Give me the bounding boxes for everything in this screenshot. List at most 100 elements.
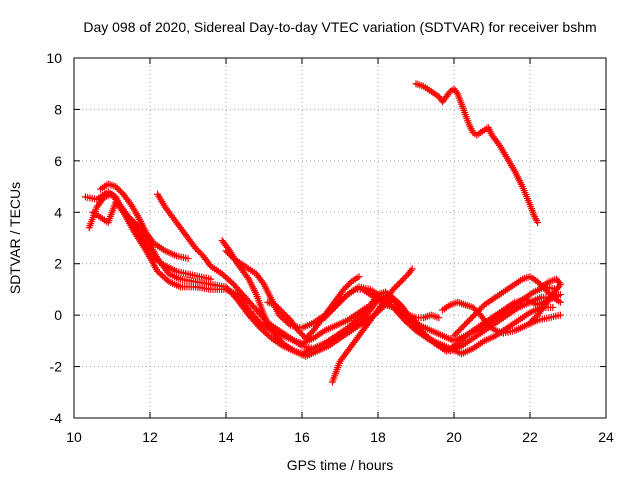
data-point — [327, 308, 335, 316]
axis-ticks — [73, 57, 607, 419]
series-sat-k — [412, 80, 542, 227]
series-sat-l — [439, 298, 564, 337]
chart-title: Day 098 of 2020, Sidereal Day-to-day VTE… — [83, 19, 596, 35]
series-sat-n — [526, 275, 564, 327]
y-tick-label: 6 — [54, 153, 62, 169]
data-point — [467, 315, 475, 323]
data-point — [225, 276, 233, 284]
data-point — [464, 331, 472, 339]
data-point — [537, 283, 545, 291]
data-point — [275, 311, 283, 319]
data-point — [273, 302, 281, 310]
data-point — [397, 278, 405, 286]
data-point — [394, 281, 402, 289]
data-point — [474, 307, 482, 315]
data-point — [398, 276, 406, 284]
data-point — [435, 314, 443, 322]
y-tick-label: 0 — [54, 307, 62, 323]
data-point — [224, 248, 232, 256]
data-point — [264, 331, 272, 339]
data-point — [331, 303, 339, 311]
data-point — [223, 274, 231, 282]
data-point — [115, 186, 123, 194]
data-point — [336, 298, 344, 306]
x-tick-label: 14 — [218, 429, 234, 445]
data-point — [460, 334, 468, 342]
series-sat-c — [89, 198, 561, 358]
data-point — [407, 322, 415, 330]
data-point — [526, 319, 534, 327]
data-point — [123, 211, 131, 219]
data-point — [116, 187, 124, 195]
data-point — [299, 331, 307, 339]
data-point — [266, 333, 274, 341]
data-point — [158, 272, 166, 280]
data-point — [160, 273, 168, 281]
data-point — [528, 317, 536, 325]
x-tick-label: 24 — [598, 429, 614, 445]
data-point — [333, 301, 341, 309]
data-point — [461, 321, 469, 329]
data-point — [226, 277, 234, 285]
data-point — [483, 320, 491, 328]
data-point — [471, 310, 479, 318]
data-point — [121, 210, 129, 218]
data-point — [468, 313, 476, 321]
data-point — [476, 305, 484, 313]
data-point — [282, 312, 290, 320]
data-point — [464, 318, 472, 326]
data-point — [389, 285, 397, 293]
data-point — [408, 265, 416, 273]
data-point — [409, 324, 417, 332]
data-point — [456, 326, 464, 334]
data-point — [294, 327, 302, 335]
data-point — [284, 313, 292, 321]
data-point — [305, 331, 313, 339]
data-point — [218, 270, 226, 278]
data-point — [322, 312, 330, 320]
data-point — [458, 324, 466, 332]
y-tick-label: 8 — [54, 101, 62, 117]
data-point — [324, 311, 332, 319]
data-point — [445, 89, 453, 97]
data-point — [192, 244, 200, 252]
data-point — [395, 279, 403, 287]
data-point — [154, 267, 162, 275]
data-point — [222, 247, 230, 255]
series-sat-j — [328, 265, 416, 386]
data-point — [119, 208, 127, 216]
x-tick-labels: 10 12 14 16 18 20 22 24 — [66, 429, 614, 445]
plot-frame — [73, 57, 607, 419]
data-point — [306, 330, 314, 338]
x-tick-label: 18 — [370, 429, 386, 445]
data-point — [244, 273, 252, 281]
data-point — [531, 314, 539, 322]
data-point — [112, 183, 120, 191]
data-point — [392, 282, 400, 290]
data-point — [465, 316, 473, 324]
data-point — [462, 332, 470, 340]
data-point — [401, 316, 409, 324]
data-point — [556, 311, 564, 319]
data-point — [321, 314, 329, 322]
data-point — [296, 328, 304, 336]
y-tick-label: 4 — [54, 204, 62, 220]
data-point — [534, 278, 542, 286]
data-point — [113, 184, 121, 192]
data-point — [402, 318, 410, 326]
data-point — [325, 309, 333, 317]
x-tick-label: 22 — [522, 429, 538, 445]
data-point — [407, 267, 415, 275]
data-point — [410, 325, 418, 333]
data-point — [303, 333, 311, 341]
data-point — [258, 325, 266, 333]
data-point — [341, 294, 349, 302]
data-point — [274, 304, 282, 312]
data-point — [271, 301, 279, 309]
data-point — [195, 247, 203, 255]
series-sat-i — [313, 285, 443, 327]
data-point — [228, 279, 236, 287]
data-point — [405, 321, 413, 329]
